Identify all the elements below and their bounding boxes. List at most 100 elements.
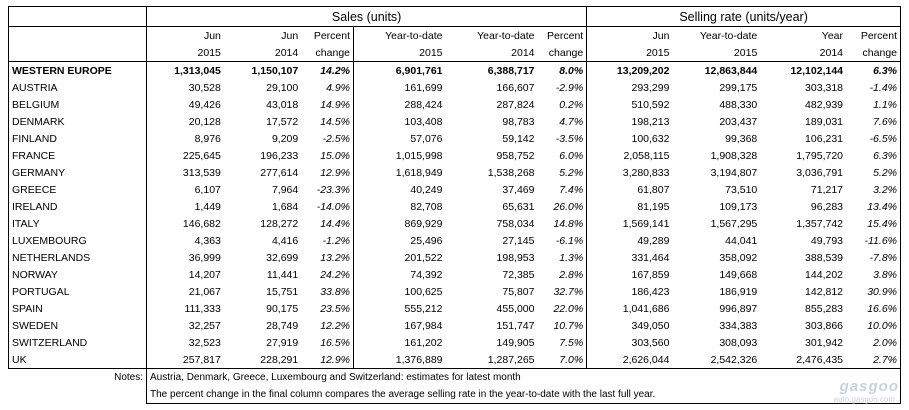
value-cell: 455,000 [496,302,535,315]
col-header: 2015 [586,44,673,62]
value-cell: 198,953 [496,251,535,264]
value-cell: 1,150,107 [223,61,302,79]
notes-spacer [9,386,147,404]
row-name: SPAIN [7,300,147,317]
value-cell: 17,572 [266,115,299,128]
value-cell: 303,560 [586,334,673,351]
corner-cell [7,44,147,62]
value-cell: 2,542,326 [710,353,758,366]
row-name: NORWAY [7,266,147,283]
table-row: NORWAY 14,207 11,441 24.2% 74,392 72,385 2.8% 1… [7,266,902,283]
value-cell: 36,999 [146,249,224,266]
col-header: Jun [223,26,302,44]
value-cell: 59,142 [502,132,535,145]
value-cell: 1,376,889 [353,351,446,369]
percent-cell: 12.9% [320,166,350,179]
value-cell: 90,175 [266,302,299,315]
percent-cell: 4.7% [559,115,584,128]
row-name: FINLAND [7,130,147,147]
value-cell: 228,291 [260,353,299,366]
value-cell: 57,076 [353,130,446,147]
table-row: GERMANY 313,539 277,614 12.9% 1,618,949 1,538… [7,164,902,181]
percent-cell: 1.3% [559,251,584,264]
value-cell: 14,207 [146,266,224,283]
percent-cell: 14.8% [553,217,584,230]
value-cell: 20,128 [146,113,224,130]
value-cell: 3,194,807 [710,166,758,179]
row-name: IRELAND [7,198,147,215]
value-cell: 71,217 [810,183,844,196]
percent-cell: 0.2% [559,98,584,111]
row-name: LUXEMBOURG [7,232,147,249]
value-cell: 198,213 [586,113,673,130]
percent-cell: -6.1% [555,234,584,247]
table-row: GREECE 6,107 7,964 -23.3% 40,249 37,469 7.4% 61… [7,181,902,198]
value-cell: 758,034 [496,217,535,230]
value-cell: 7,964 [271,183,299,196]
value-cell: 49,426 [146,96,224,113]
row-name: ITALY [7,215,147,232]
table-row: NETHERLANDS 36,999 32,699 13.2% 201,522 198,9… [7,249,902,266]
col-header: 2015 [146,44,224,62]
percent-cell: 5.2% [846,164,902,181]
value-cell: 106,231 [805,132,844,145]
value-cell: 13,209,202 [586,61,673,79]
value-cell: 1,538,268 [487,166,535,179]
percent-cell: 5.2% [559,166,584,179]
table-row: DENMARK 20,128 17,572 14.5% 103,408 98,783 4.7… [7,113,902,130]
value-cell: 149,905 [496,336,535,349]
value-cell: 331,464 [586,249,673,266]
col-header: Percent [846,26,902,44]
value-cell: 100,632 [586,130,673,147]
value-cell: 186,423 [586,283,673,300]
value-cell: 303,866 [805,319,844,332]
value-cell: 1,684 [271,200,299,213]
value-cell: 161,202 [353,334,446,351]
row-name: SWITZERLAND [7,334,147,351]
table-row-total: WESTERN EUROPE 1,313,045 1,150,107 14.2% 6,9… [7,61,902,79]
sales-table: Sales (units) Selling rate (units/year) … [7,6,902,404]
percent-cell: 7.0% [559,353,584,366]
value-cell: 29,100 [266,81,299,94]
value-cell: 65,631 [502,200,535,213]
value-cell: 4,416 [271,234,299,247]
value-cell: 167,984 [353,317,446,334]
percent-cell: 6.0% [559,149,584,162]
value-cell: 111,333 [146,300,224,317]
col-header: Percent [301,26,354,44]
percent-cell: 1.1% [846,96,902,113]
value-cell: 82,708 [353,198,446,215]
percent-cell: 24.2% [320,268,350,281]
value-cell: 103,408 [353,113,446,130]
percent-cell: 14.5% [320,115,350,128]
col-header: Jun [146,26,224,44]
row-name: NETHERLANDS [7,249,147,266]
value-cell: 299,175 [719,81,758,94]
value-cell: 6,388,717 [445,61,538,79]
col-header: Year-to-date [445,26,538,44]
table-row: FRANCE 225,645 196,233 15.0% 1,015,998 958,75… [7,147,902,164]
sales-table-container: Sales (units) Selling rate (units/year) … [7,6,902,404]
percent-cell: -7.8% [846,249,902,266]
percent-cell: 7.6% [846,113,902,130]
value-cell: 201,522 [353,249,446,266]
row-name: GERMANY [7,164,147,181]
value-cell: 146,682 [146,215,224,232]
value-cell: 2,476,435 [796,353,844,366]
value-cell: 32,523 [146,334,224,351]
col-header: 2015 [733,46,758,59]
col-header: 2014 [274,46,299,59]
table-row: SWEDEN 32,257 28,749 12.2% 167,984 151,747 10.… [7,317,902,334]
value-cell: 27,919 [266,336,299,349]
percent-cell: 4.9% [326,81,350,94]
row-name: UK [7,351,147,369]
value-cell: 958,752 [496,149,535,162]
percent-cell: 10.0% [846,317,902,334]
value-cell: 1,567,295 [710,217,758,230]
value-cell: 109,173 [719,200,758,213]
percent-cell: 3.2% [846,181,902,198]
value-cell: 43,018 [266,98,299,111]
percent-cell: 7.5% [559,336,584,349]
value-cell: 388,539 [805,251,844,264]
value-cell: 73,510 [725,183,758,196]
